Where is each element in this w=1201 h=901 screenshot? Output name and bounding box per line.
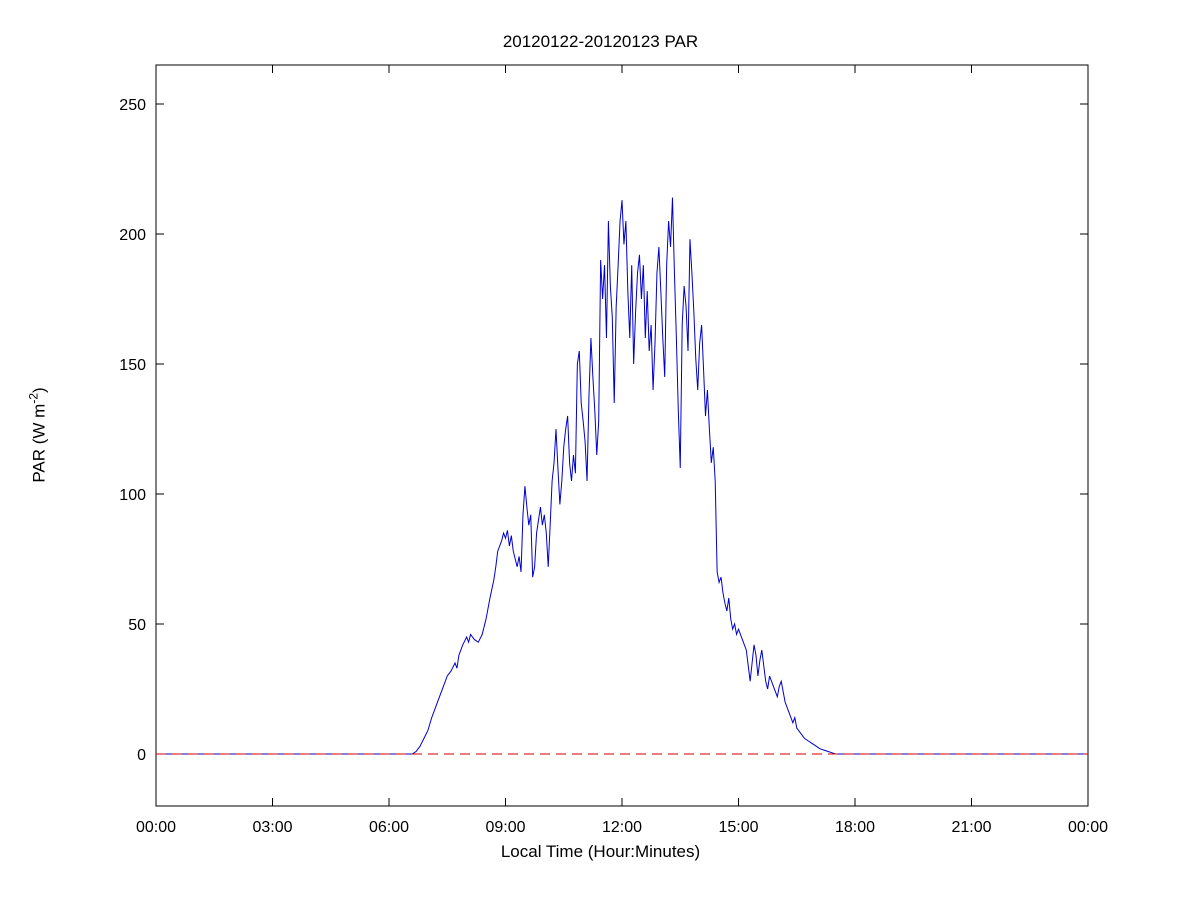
x-tick-label: 21:00 [951, 819, 991, 836]
x-tick-label: 09:00 [485, 819, 525, 836]
x-tick-label: 00:00 [136, 819, 176, 836]
y-tick-label: 100 [119, 487, 146, 504]
y-tick-label: 50 [128, 617, 146, 634]
x-axis-label: Local Time (Hour:Minutes) [500, 842, 701, 861]
axes-box [155, 64, 1089, 807]
x-tick-label: 15:00 [718, 819, 758, 836]
x-tick-label: 00:00 [1068, 819, 1108, 836]
x-tick-label: 18:00 [835, 819, 875, 836]
x-tick-label: 06:00 [369, 819, 409, 836]
y-tick-label: 0 [137, 747, 146, 764]
x-tick-label: 03:00 [252, 819, 292, 836]
y-tick-label: 200 [119, 227, 146, 244]
y-tick-label: 150 [119, 357, 146, 374]
y-tick-label: 250 [119, 97, 146, 114]
series-PAR [156, 197, 1088, 755]
chart-title: 20120122-20120123 PAR [502, 32, 699, 51]
x-tick-label: 12:00 [602, 819, 642, 836]
